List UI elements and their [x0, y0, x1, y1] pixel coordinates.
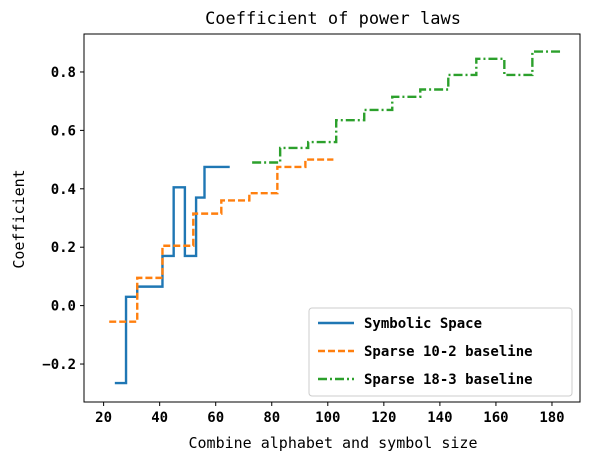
x-tick-label: 180 — [539, 410, 564, 426]
legend-label-symbolic-space: Symbolic Space — [364, 316, 482, 332]
y-tick-label: 0.4 — [51, 182, 76, 198]
x-tick-label: 60 — [207, 410, 224, 426]
plot-frame — [83, 33, 581, 403]
x-tick-label: 120 — [371, 410, 396, 426]
x-axis: 20 40 60 80 100 120 140 160 180 — [95, 402, 565, 426]
legend-label-sparse-10-2-baseline: Sparse 10-2 baseline — [364, 344, 533, 360]
plot-area — [109, 50, 561, 385]
y-tick-label: 0.0 — [51, 299, 76, 315]
series-line-sparse-18-3-baseline — [252, 50, 561, 164]
series-line-sparse-10-2-baseline — [109, 158, 334, 323]
x-tick-label: 100 — [315, 410, 340, 426]
legend: Symbolic Space Sparse 10-2 baseline Sparse… — [308, 307, 573, 397]
y-tick-label: −0.2 — [42, 357, 76, 373]
series-line-symbolic-space — [114, 165, 230, 385]
chart-title: Coefficient of power laws — [205, 9, 461, 29]
x-tick-label: 140 — [427, 410, 452, 426]
x-tick-label: 80 — [263, 410, 280, 426]
y-tick-label: 0.2 — [51, 240, 76, 256]
x-tick-label: 160 — [483, 410, 508, 426]
x-tick-label: 40 — [151, 410, 168, 426]
x-tick-label: 20 — [95, 410, 112, 426]
y-axis: −0.2 0.0 0.2 0.4 0.6 0.8 — [42, 65, 84, 373]
legend-label-sparse-18-3-baseline: Sparse 18-3 baseline — [364, 372, 533, 388]
y-tick-label: 0.6 — [51, 123, 76, 139]
y-axis-label: Coefficient — [10, 169, 28, 268]
y-tick-label: 0.8 — [51, 65, 76, 81]
legend-box — [308, 307, 573, 397]
x-axis-label: Combine alphabet and symbol size — [189, 434, 478, 452]
